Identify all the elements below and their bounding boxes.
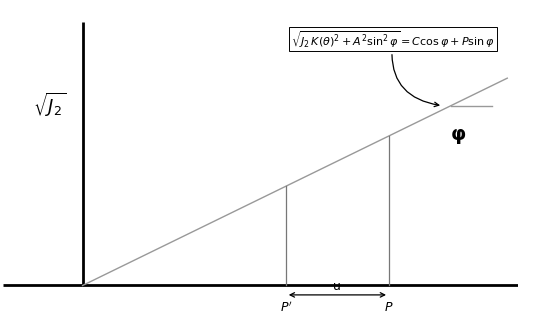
Text: $\boldsymbol{\varphi}$: $\boldsymbol{\varphi}$ [450,126,467,145]
Text: $\sqrt{J_2\,K(\theta)^2 + A^2\sin^2\varphi} = C\cos\varphi + P\sin\varphi$: $\sqrt{J_2\,K(\theta)^2 + A^2\sin^2\varp… [291,29,495,107]
Text: $P'$: $P'$ [280,300,292,315]
Text: u: u [334,280,341,293]
Text: $\sqrt{J_2}$: $\sqrt{J_2}$ [32,91,66,119]
Text: $P$: $P$ [384,300,394,314]
